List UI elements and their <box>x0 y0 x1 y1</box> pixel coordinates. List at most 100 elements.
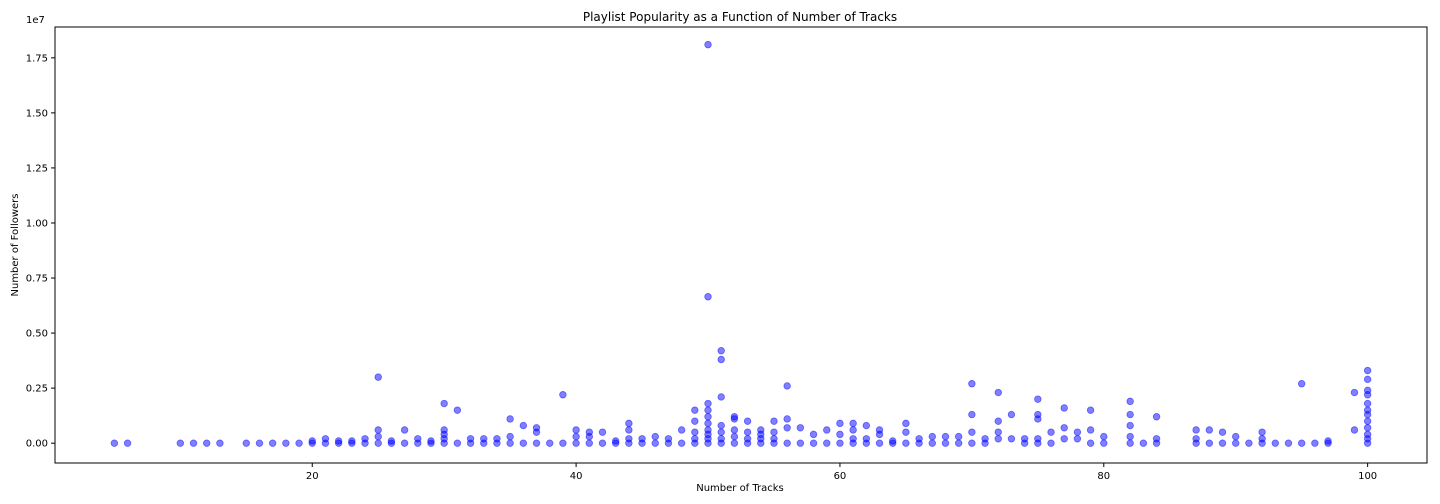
data-point <box>1350 388 1359 397</box>
data-point <box>1086 439 1095 447</box>
data-point <box>1297 439 1306 447</box>
data-point <box>677 426 686 434</box>
data-point <box>1363 430 1372 439</box>
data-point <box>915 435 923 443</box>
data-point <box>1126 439 1134 447</box>
data-point <box>1363 424 1372 432</box>
data-point <box>796 439 805 447</box>
data-point <box>796 424 805 432</box>
data-point <box>1126 421 1134 430</box>
data-point <box>704 399 712 408</box>
y-tick-label: 0.25 <box>26 384 48 395</box>
data-point <box>730 426 739 434</box>
data-point <box>941 432 950 441</box>
data-point <box>1258 428 1266 436</box>
data-point <box>1363 366 1372 375</box>
y-tick-label: 1.50 <box>26 108 48 119</box>
data-point <box>730 432 739 441</box>
x-tick-label: 40 <box>570 471 583 482</box>
data-point <box>651 439 659 447</box>
data-point <box>704 293 712 301</box>
data-point <box>836 419 844 428</box>
data-point <box>1126 432 1134 441</box>
data-point <box>1218 428 1227 436</box>
data-point <box>928 432 936 441</box>
data-point <box>1126 397 1134 406</box>
data-point <box>704 426 712 434</box>
data-point <box>717 435 725 443</box>
data-point <box>216 439 224 447</box>
y-tick-label: 0.75 <box>26 274 48 285</box>
data-point <box>493 435 501 443</box>
data-point <box>849 426 857 434</box>
data-point <box>1192 426 1200 434</box>
data-point <box>862 421 871 430</box>
data-point <box>440 426 448 434</box>
data-point <box>387 437 396 445</box>
data-point <box>1205 426 1214 434</box>
data-point <box>783 439 791 447</box>
data-point <box>374 432 382 441</box>
data-point <box>783 382 791 390</box>
data-point <box>611 437 620 445</box>
data-point <box>968 439 976 447</box>
data-point <box>598 439 607 447</box>
y-tick-label: 0.00 <box>26 439 48 450</box>
data-point <box>704 413 712 421</box>
data-point <box>242 439 250 447</box>
data-point <box>651 432 659 441</box>
data-point <box>585 439 593 447</box>
data-point <box>809 439 818 447</box>
data-point <box>1007 410 1016 419</box>
y-tick-label: 1.00 <box>26 218 48 229</box>
data-point <box>532 424 541 432</box>
data-point <box>691 435 699 443</box>
x-tick-label: 80 <box>1097 471 1110 482</box>
data-point <box>783 424 791 432</box>
x-tick-label: 60 <box>834 471 847 482</box>
data-point <box>1218 439 1227 447</box>
chart-title: Playlist Popularity as a Function of Num… <box>583 10 897 24</box>
data-point <box>836 439 844 447</box>
data-point <box>823 426 831 434</box>
data-point <box>123 439 132 447</box>
data-point <box>730 413 739 421</box>
x-tick-label: 20 <box>306 471 319 482</box>
plot-frame <box>54 26 1428 464</box>
data-point <box>994 428 1002 436</box>
data-point <box>968 380 976 388</box>
data-point <box>374 439 382 447</box>
data-point <box>994 388 1002 397</box>
data-point <box>506 415 514 423</box>
data-point <box>836 430 844 439</box>
data-point <box>519 421 528 430</box>
data-point <box>598 428 607 436</box>
data-point <box>1100 439 1108 447</box>
data-point <box>1047 428 1055 436</box>
data-point <box>691 428 699 436</box>
data-point <box>704 406 712 414</box>
data-point <box>1060 404 1068 412</box>
data-point <box>1139 439 1148 447</box>
data-point <box>374 373 382 381</box>
data-point <box>1363 375 1372 384</box>
data-point <box>440 399 448 408</box>
data-point <box>110 439 119 447</box>
data-point <box>625 419 633 428</box>
data-point <box>770 428 778 436</box>
data-point <box>743 417 752 425</box>
data-point <box>730 439 739 447</box>
data-point <box>809 430 818 439</box>
data-point <box>1020 435 1029 443</box>
data-point <box>1271 439 1279 447</box>
data-point <box>1060 435 1068 443</box>
data-point <box>506 432 514 441</box>
data-point <box>1232 432 1240 441</box>
data-point <box>400 426 409 434</box>
data-point <box>1152 413 1161 421</box>
data-point <box>704 40 712 49</box>
y-tick-label: 1.75 <box>26 53 48 64</box>
data-point <box>902 419 910 428</box>
data-point <box>1086 426 1095 434</box>
data-point <box>1073 435 1082 443</box>
